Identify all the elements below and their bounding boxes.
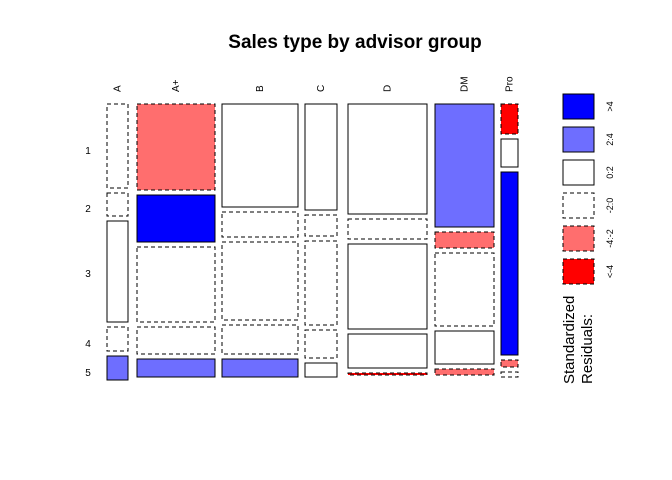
tile-B-5 — [221, 358, 299, 378]
column-label-C: C — [316, 85, 327, 92]
tile-A-5 — [106, 355, 129, 381]
tile-DM-1 — [434, 103, 495, 228]
column-label-B: B — [255, 85, 266, 92]
legend-label: -2:0 — [605, 198, 615, 214]
tile-C-1 — [304, 103, 338, 211]
tile-C-5 — [304, 362, 338, 378]
tile-D-3 — [347, 243, 428, 330]
row-label-1: 1 — [85, 146, 91, 157]
legend-label: -4:-2 — [605, 229, 615, 248]
tile-A-3 — [106, 220, 129, 323]
legend-label: 0:2 — [605, 166, 615, 179]
tile-DM-3 — [434, 252, 495, 327]
legend-label: <-4 — [605, 265, 615, 278]
row-label-5: 5 — [85, 368, 91, 379]
legend-title-line: Residuals: — [579, 314, 596, 384]
legend: >4 2:4 0:2 -2:0 -4:-2 <-4 Standardized Residual… — [561, 93, 615, 384]
tile-D-5 — [347, 372, 428, 376]
row-label-2: 2 — [85, 204, 91, 215]
tile-A+-4 — [136, 326, 216, 355]
column-label-Pro: Pro — [505, 76, 516, 92]
tile-A-2 — [106, 192, 129, 217]
column-label-A+: A+ — [171, 79, 182, 92]
column-label-A: A — [113, 85, 124, 92]
tile-B-3 — [221, 241, 299, 321]
tile-Pro-4 — [500, 359, 519, 368]
tile-C-4 — [304, 329, 338, 359]
tile-B-2 — [221, 211, 299, 238]
tile-Pro-2 — [500, 138, 519, 168]
legend-swatch — [562, 225, 595, 252]
column-labels: A A+ B C D DM Pro — [113, 76, 516, 92]
legend-label: 2:4 — [605, 133, 615, 146]
row-label-4: 4 — [85, 339, 91, 350]
tile-DM-5 — [434, 368, 495, 376]
row-labels: 1 2 3 4 5 — [85, 146, 91, 379]
column-label-D: D — [383, 85, 394, 92]
tile-A+-2 — [136, 194, 216, 243]
tile-D-2 — [347, 218, 428, 240]
tile-Pro-3 — [500, 171, 519, 356]
tile-D-1 — [347, 103, 428, 215]
tile-B-4 — [221, 324, 299, 355]
tile-A+-3 — [136, 246, 216, 323]
row-label-3: 3 — [85, 269, 91, 280]
legend-swatch — [562, 126, 595, 153]
mosaic-tiles — [106, 103, 519, 381]
legend-swatch — [562, 159, 595, 186]
tile-Pro-5 — [500, 371, 519, 378]
tile-A+-1 — [136, 103, 216, 191]
legend-swatch — [562, 93, 595, 120]
legend-title-line: Standardized — [561, 296, 578, 384]
tile-A-1 — [106, 103, 129, 189]
chart-title: Sales type by advisor group — [228, 32, 481, 53]
tile-A-4 — [106, 326, 129, 352]
tile-C-3 — [304, 240, 338, 326]
legend-label: >4 — [605, 101, 615, 111]
tile-C-2 — [304, 214, 338, 237]
tile-DM-4 — [434, 330, 495, 365]
tile-DM-2 — [434, 231, 495, 249]
tile-B-1 — [221, 103, 299, 208]
column-label-DM: DM — [460, 76, 471, 92]
legend-swatch — [562, 192, 595, 219]
tile-A+-5 — [136, 358, 216, 378]
tile-D-4 — [347, 333, 428, 369]
tile-Pro-1 — [500, 103, 519, 135]
legend-swatch — [562, 258, 595, 285]
